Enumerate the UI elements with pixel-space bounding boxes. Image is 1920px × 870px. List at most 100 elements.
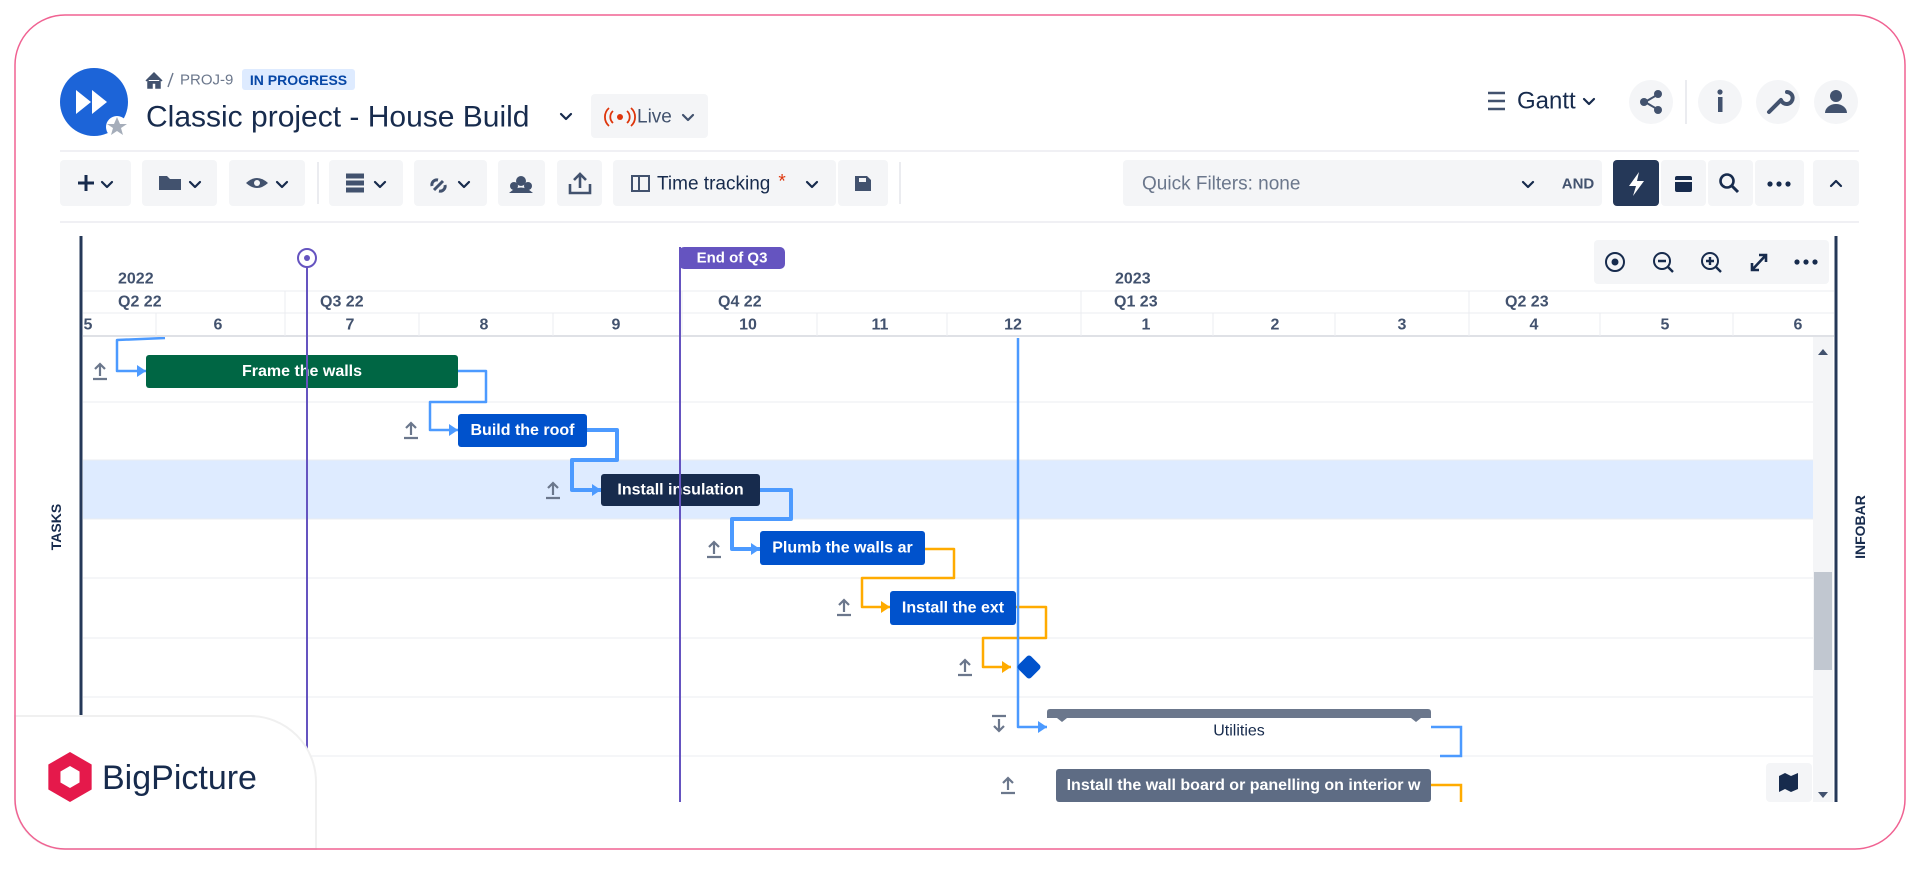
more-dot (1803, 259, 1809, 265)
collapse-button[interactable] (1813, 160, 1859, 206)
page-frame (14, 14, 1906, 850)
year-label: 2022 (118, 271, 154, 288)
panel-icon (631, 175, 650, 192)
more-dot (1767, 181, 1773, 187)
dependency (981, 605, 1048, 669)
chevron (373, 180, 387, 189)
quarter-label: Q2 23 (1505, 294, 1549, 311)
expand-icon[interactable] (93, 362, 107, 381)
search-icon-handle (1730, 184, 1740, 194)
lightning-icon (1629, 172, 1644, 196)
project-title: Classic project - House Build (146, 101, 529, 134)
link-button[interactable] (414, 160, 487, 206)
add-button[interactable] (60, 160, 131, 206)
task-bar[interactable] (760, 531, 925, 565)
expand-icon[interactable] (404, 421, 418, 440)
dependency (428, 369, 488, 432)
live-label: Live (637, 107, 672, 128)
center-icon-dot (1611, 258, 1619, 266)
home-icon[interactable] (145, 71, 163, 89)
breadcrumb-separator (167, 72, 174, 88)
live-dot (617, 114, 623, 120)
quick-filters[interactable] (1123, 160, 1602, 206)
dependency (1431, 725, 1463, 758)
quarter-label: Q3 22 (320, 294, 364, 311)
view-switcher: Gantt (1517, 88, 1576, 115)
share-icon-node (1640, 98, 1648, 106)
info-icon-stem (1718, 97, 1723, 112)
zoom-in-icon-mark (1706, 257, 1722, 273)
dependency (570, 428, 619, 492)
scrollbar-thumb[interactable] (1814, 572, 1832, 670)
chevron (1829, 179, 1843, 188)
task-bar[interactable] (1056, 769, 1431, 802)
scroll-down[interactable] (1818, 792, 1828, 798)
brand-name: BigPicture (102, 759, 257, 797)
quarter-label: Q4 22 (718, 294, 762, 311)
time-tracking-button[interactable] (613, 160, 836, 206)
month-label: 6 (214, 317, 223, 334)
task-bar[interactable] (146, 355, 458, 388)
quarter-label: Q1 23 (1114, 294, 1158, 311)
info-icon-dot (1717, 89, 1723, 95)
month-label: 10 (739, 317, 757, 334)
task-bar[interactable] (458, 414, 587, 447)
more-dot (1794, 259, 1800, 265)
selected-row[interactable] (83, 460, 1813, 519)
folder-icon (159, 176, 181, 190)
month-label: 5 (1661, 317, 1670, 334)
status-badge (242, 69, 355, 90)
marker-label: End of Q3 (697, 250, 768, 267)
dependency-arrow (137, 365, 146, 377)
month-label: 9 (612, 317, 621, 334)
milestone[interactable] (1016, 654, 1041, 679)
zoom-in-icon (1701, 252, 1719, 270)
quarter-label: Q2 22 (118, 294, 162, 311)
collapse-icon[interactable] (992, 714, 1006, 733)
calendar-icon (1675, 176, 1692, 192)
expand-icon[interactable] (1001, 776, 1015, 795)
dependency-arrow (1038, 721, 1047, 733)
expand-icon[interactable] (707, 540, 721, 559)
share-icon-node (1654, 106, 1662, 114)
eye-pupil (254, 180, 260, 186)
more-dot (1776, 181, 1782, 187)
dependency (1016, 338, 1047, 729)
search-icon (1719, 173, 1735, 189)
expand-icon[interactable] (546, 481, 560, 500)
layout-icon-row (346, 173, 364, 179)
share-icon-node (1654, 90, 1662, 98)
chevron (1582, 97, 1596, 106)
chevron (559, 112, 573, 121)
more-dot (1785, 181, 1791, 187)
plus-icon (78, 175, 94, 191)
today-marker-dot (304, 255, 310, 261)
expand-icon[interactable] (837, 598, 851, 617)
chevron (188, 180, 202, 189)
search-button[interactable] (1708, 160, 1753, 206)
share-button[interactable] (1629, 80, 1673, 124)
month-label: 1 (1142, 317, 1151, 334)
chevron (100, 180, 114, 189)
live-button[interactable] (591, 94, 708, 138)
task-label: Utilities (1213, 723, 1265, 740)
expand-icon[interactable] (958, 658, 972, 677)
dependency (1431, 783, 1463, 802)
more-dot (1812, 259, 1818, 265)
task-bar[interactable] (890, 591, 1016, 625)
breadcrumb: PROJ-9 (180, 72, 233, 89)
favorite-star[interactable] (107, 117, 127, 135)
task-label: Install the ext (902, 600, 1005, 617)
month-label: 3 (1398, 317, 1407, 334)
month-label: 7 (346, 317, 355, 334)
year-label: 2023 (1115, 271, 1151, 288)
summary-bar[interactable] (1047, 709, 1431, 722)
save-icon-slot (859, 178, 866, 182)
time-tracking-label: Time tracking (657, 174, 770, 195)
live-waves (604, 107, 636, 127)
month-label: 11 (872, 317, 889, 334)
layout-button[interactable] (329, 160, 403, 206)
scroll-up[interactable] (1818, 349, 1828, 355)
dependency-arrow (881, 601, 890, 613)
